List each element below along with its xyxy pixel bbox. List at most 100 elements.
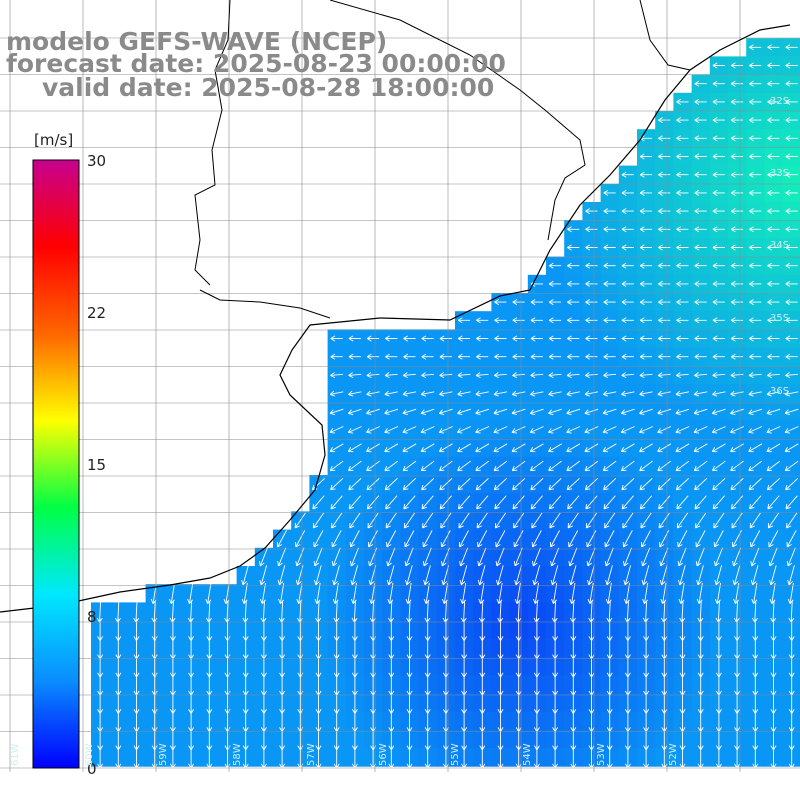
wind-arrow xyxy=(548,280,562,287)
wind-arrow xyxy=(767,171,780,178)
wind-arrow xyxy=(439,495,452,510)
wind-arrow xyxy=(749,262,762,269)
wind-arrow xyxy=(585,495,598,510)
wind-arrow xyxy=(658,153,671,160)
wind-arrow xyxy=(712,495,725,510)
wind-arrow xyxy=(402,426,417,434)
wind-arrow xyxy=(279,746,286,769)
wind-arrow xyxy=(402,460,417,472)
wind-arrow xyxy=(348,495,361,510)
lat-label: 34S xyxy=(770,240,790,251)
wind-arrow xyxy=(749,62,762,69)
wind-arrow xyxy=(585,244,598,251)
wind-arrow xyxy=(621,262,634,269)
wind-arrow xyxy=(314,582,321,604)
wind-arrow xyxy=(675,390,690,397)
wind-arrow xyxy=(694,117,707,124)
wind-arrow xyxy=(730,280,744,287)
wind-arrow xyxy=(658,262,671,269)
wind-arrow xyxy=(712,208,725,215)
wind-arrow xyxy=(785,62,798,69)
wind-arrow xyxy=(403,495,416,510)
wind-arrow xyxy=(712,171,725,178)
wind-arrow xyxy=(658,226,671,233)
wind-arrow xyxy=(567,495,580,510)
wind-arrow xyxy=(694,226,707,233)
wind-arrow xyxy=(730,335,744,342)
wind-arrow xyxy=(730,117,744,124)
wind-arrow xyxy=(350,582,358,604)
wind-arrow xyxy=(332,565,340,586)
wind-arrow xyxy=(711,426,726,434)
wind-arrow xyxy=(511,426,526,434)
wind-arrow xyxy=(713,530,724,548)
wind-arrow xyxy=(676,226,689,233)
wind-arrow xyxy=(584,372,598,379)
wind-arrow xyxy=(423,582,430,604)
wind-arrow xyxy=(785,299,798,306)
wind-arrow xyxy=(730,98,744,105)
wind-arrow xyxy=(767,495,780,510)
wind-arrow xyxy=(784,460,799,472)
wind-arrow xyxy=(766,460,781,472)
wind-arrow xyxy=(784,443,799,453)
colorbar-tick-8: 8 xyxy=(87,608,97,626)
wind-arrow xyxy=(548,372,562,379)
wind-arrow xyxy=(748,426,763,434)
wind-arrow xyxy=(730,80,744,87)
wind-arrow xyxy=(548,262,562,269)
wind-arrow xyxy=(386,547,396,567)
wind-arrow xyxy=(313,530,324,548)
wind-arrow xyxy=(330,335,343,342)
wind-arrow xyxy=(749,317,762,324)
wind-arrow xyxy=(784,426,799,434)
wind-arrow xyxy=(350,565,359,586)
wind-arrow xyxy=(477,547,487,567)
wind-arrow xyxy=(439,478,453,491)
wind-arrow xyxy=(169,746,176,769)
wind-arrow xyxy=(530,478,544,491)
wind-arrow xyxy=(569,582,576,604)
wind-arrow xyxy=(566,426,581,434)
wind-arrow xyxy=(621,390,635,397)
wind-arrow xyxy=(675,478,689,491)
wind-arrow xyxy=(694,208,707,215)
river-coast xyxy=(194,0,331,319)
wind-arrow xyxy=(694,244,707,251)
wind-arrow xyxy=(694,189,707,196)
lon-label: 57W xyxy=(306,743,317,766)
wind-arrow xyxy=(622,530,633,548)
wind-arrow xyxy=(749,335,762,342)
wind-arrow xyxy=(623,582,631,604)
wind-arrow xyxy=(422,530,433,548)
lon-label: 52W xyxy=(668,743,679,766)
wind-arrow xyxy=(567,280,580,287)
wind-arrow xyxy=(457,317,471,324)
wind-arrow xyxy=(496,565,504,586)
wind-arrow xyxy=(712,244,725,251)
wind-arrow xyxy=(421,353,434,360)
wind-arrow xyxy=(366,408,380,416)
wind-arrow xyxy=(658,280,671,287)
wind-arrow xyxy=(621,244,634,251)
wind-arrow xyxy=(168,582,176,604)
wind-arrow xyxy=(441,547,450,567)
wind-arrow xyxy=(296,582,303,604)
wind-arrow xyxy=(568,530,579,548)
wind-arrow xyxy=(567,335,580,342)
wind-arrow xyxy=(494,495,507,510)
lat-label: 35S xyxy=(770,313,790,324)
wind-arrow xyxy=(347,443,362,453)
wind-arrow xyxy=(748,372,762,379)
wind-arrow xyxy=(457,426,471,434)
wind-arrow xyxy=(749,353,762,360)
wind-arrow xyxy=(366,372,380,379)
wind-arrow xyxy=(712,460,726,472)
wind-arrow xyxy=(548,299,562,306)
wind-arrow xyxy=(766,372,780,379)
wind-arrow xyxy=(276,530,287,548)
wind-arrow xyxy=(475,443,490,453)
wind-arrow xyxy=(620,426,635,434)
wind-arrow xyxy=(457,495,471,510)
wind-arrow xyxy=(567,299,580,306)
